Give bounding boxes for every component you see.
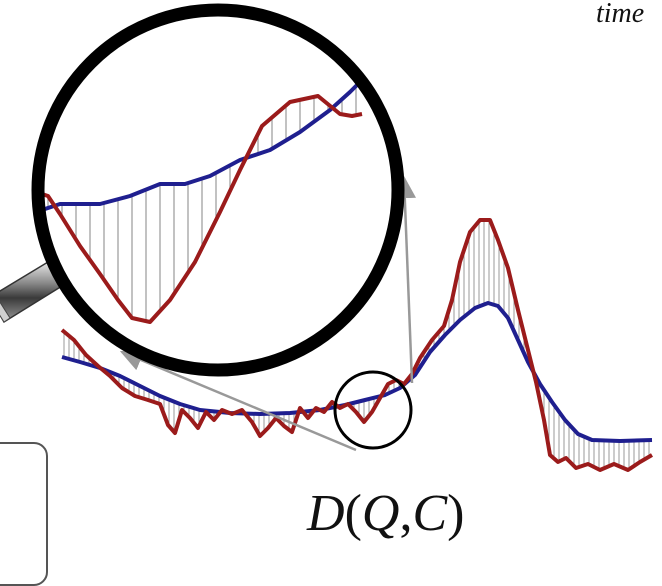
series-q-line bbox=[60, 218, 654, 472]
zoom-series-c-line bbox=[40, 78, 364, 214]
arrow-icon bbox=[119, 349, 357, 452]
arrow-icon bbox=[393, 175, 417, 384]
magnifier-lens bbox=[40, 12, 396, 368]
zoom-warping-hatch-lines bbox=[47, 86, 357, 322]
callout-box bbox=[0, 442, 48, 586]
zoom-series-q-line bbox=[40, 94, 363, 324]
distance-comma: , bbox=[399, 485, 413, 542]
distance-func: D bbox=[307, 485, 345, 542]
magnifier-rim bbox=[31, 3, 405, 377]
distance-formula-label: D(Q,C) bbox=[307, 484, 464, 543]
magnified-region bbox=[40, 78, 364, 324]
selection-circle bbox=[333, 370, 413, 450]
series-c-line bbox=[61, 301, 653, 443]
close-paren: ) bbox=[447, 485, 465, 542]
diagram-canvas bbox=[0, 3, 654, 472]
corner-label: time bbox=[596, 0, 645, 29]
open-paren: ( bbox=[344, 485, 362, 542]
distance-c: C bbox=[412, 485, 448, 542]
distance-q: Q bbox=[361, 485, 400, 542]
